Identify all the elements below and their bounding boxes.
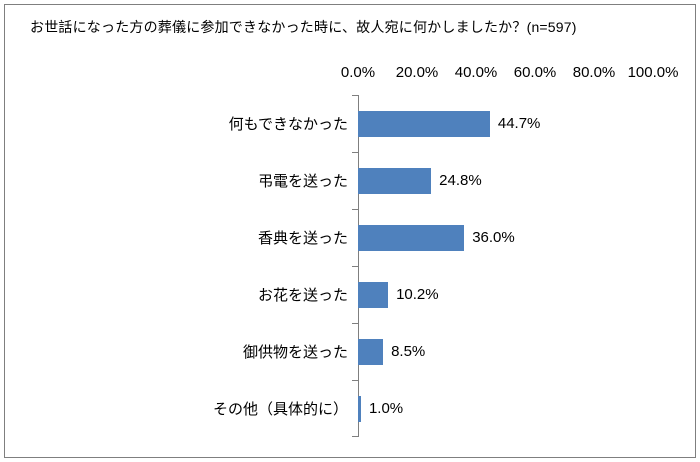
chart-title: お世話になった方の葬儀に参加できなかった時に、故人宛に何かしましたか？(n=59… <box>30 19 577 35</box>
category-axis-tick <box>352 266 358 267</box>
category-axis-line <box>358 95 359 437</box>
bar <box>358 395 361 422</box>
plot-area: 何もできなかった 44.7% 弔電を送った 24.8% 香典を送った 36.0% お花を送っ… <box>5 95 695 437</box>
category-label: その他（具体的に） <box>212 401 348 418</box>
x-axis-tick-label: 100.0% <box>627 64 679 81</box>
category-label: お花を送った <box>257 287 348 304</box>
bar-track: 8.5% <box>358 323 695 380</box>
bar-row: お花を送った 10.2% <box>5 266 695 323</box>
x-axis-tick-label: 40.0% <box>454 64 498 81</box>
category-axis-tick <box>352 209 358 210</box>
value-label: 24.8% <box>439 172 482 189</box>
x-axis-tick-label: 0.0% <box>340 64 376 81</box>
value-label: 36.0% <box>472 229 515 246</box>
category-label: 御供物を送った <box>242 344 348 361</box>
bar-track: 10.2% <box>358 266 695 323</box>
bar-row: その他（具体的に） 1.0% <box>5 380 695 437</box>
category-axis-tick <box>352 380 358 381</box>
x-axis-tick-label: 20.0% <box>395 64 439 81</box>
bar-row: 何もできなかった 44.7% <box>5 95 695 152</box>
value-label: 8.5% <box>391 343 426 360</box>
x-axis-tick-label: 80.0% <box>572 64 616 81</box>
bar-track: 36.0% <box>358 209 695 266</box>
category-axis-tick <box>352 95 358 96</box>
bar-row: 御供物を送った 8.5% <box>5 323 695 380</box>
value-label: 1.0% <box>368 400 404 417</box>
bar-track: 44.7% <box>358 95 695 152</box>
category-axis-tick <box>352 152 358 153</box>
bar-row: 香典を送った 36.0% <box>5 209 695 266</box>
category-axis-tick <box>352 436 358 437</box>
category-label: 何もできなかった <box>228 116 348 133</box>
bar <box>358 110 490 137</box>
chart-frame: お世話になった方の葬儀に参加できなかった時に、故人宛に何かしましたか？(n=59… <box>4 4 696 458</box>
bar <box>358 338 384 365</box>
bar <box>358 167 432 194</box>
bar <box>358 281 389 308</box>
bar-row: 弔電を送った 24.8% <box>5 152 695 209</box>
value-label: 44.7% <box>497 115 541 132</box>
category-label: 弔電を送った <box>257 173 348 190</box>
bar-track: 24.8% <box>358 152 695 209</box>
category-axis-tick <box>352 323 358 324</box>
bar-track: 1.0% <box>358 380 695 437</box>
bar <box>358 224 465 251</box>
value-label: 10.2% <box>396 286 439 303</box>
category-label: 香典を送った <box>257 230 348 247</box>
x-axis-labels: 0.0% 20.0% 40.0% 60.0% 80.0% 100.0% <box>341 60 679 88</box>
x-axis-tick-label: 60.0% <box>513 64 557 81</box>
